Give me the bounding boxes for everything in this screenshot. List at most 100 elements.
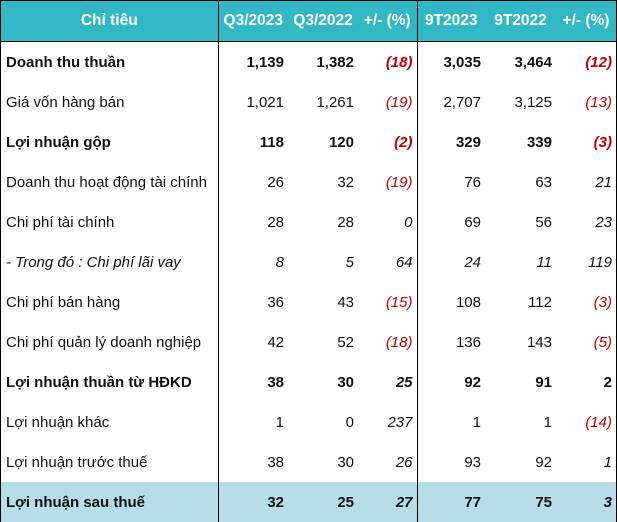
cell-9t-2023: 92 <box>464 373 481 391</box>
cell-q3-change: (2) <box>358 122 418 162</box>
table-row: - Trong đó : Chi phí lãi vay 8 5 64 24 11 119 <box>1 242 616 282</box>
cell-9t-2023: 136 <box>455 333 481 351</box>
cell-q3-2023: 38 <box>267 453 284 471</box>
row-label: Doanh thu thuần <box>1 41 219 82</box>
cell-9t-2023: 2,707 <box>443 93 481 111</box>
cell-q3-2022: 32 <box>337 173 354 191</box>
header-indicator: Chỉ tiêu <box>1 1 219 42</box>
cell-q3-2023: 36 <box>267 293 284 311</box>
cell-q3-2023: 38 <box>267 373 284 391</box>
cell-9t-change: (12) <box>585 53 612 71</box>
header-row: Chỉ tiêu Q3/2023 Q3/2022 +/- (%) 9T2023 … <box>1 1 616 42</box>
cell-q3-change: 237 <box>358 402 418 442</box>
cell-9t-2022: 63 <box>535 173 552 191</box>
cell-q3-change: (19) <box>358 162 418 202</box>
cell-9t-2022: 91 <box>535 373 552 391</box>
cell-q3-2022: 30 <box>337 373 354 391</box>
cell-9t-2022: 3,464 <box>514 53 552 71</box>
cell-9t-2022: 339 <box>526 133 552 151</box>
row-label: Lợi nhuận thuần từ HĐKD <box>1 362 219 402</box>
cell-q3-change: 26 <box>358 442 418 482</box>
cell-q3-2022: 0 <box>345 413 354 431</box>
cell-9t-2023: 77 <box>417 482 485 522</box>
cell-q3-2022: 28 <box>337 213 354 231</box>
cell-q3-change: (18) <box>358 322 418 362</box>
cell-9t-change: 23 <box>595 213 612 231</box>
cell-9t-2022: 143 <box>526 333 552 351</box>
cell-9t-change: 2 <box>603 373 612 391</box>
cell-9t-2022: 3,125 <box>514 93 552 111</box>
cell-q3-change: 0 <box>358 202 418 242</box>
cell-9t-change: 119 <box>588 253 612 271</box>
cell-q3-change: 27 <box>358 482 418 522</box>
row-label: Chi phí tài chính <box>1 202 219 242</box>
row-label: Doanh thu hoạt động tài chính <box>1 162 219 202</box>
cell-9t-2023: 93 <box>464 453 481 471</box>
cell-q3-2022: 5 <box>345 253 354 271</box>
row-label: Lợi nhuận gộp <box>1 122 219 162</box>
cell-q3-change: (19) <box>358 82 418 122</box>
cell-9t-2023: 329 <box>455 133 481 151</box>
cell-q3-2023: 26 <box>267 173 284 191</box>
cell-9t-2022: 1 <box>543 413 552 431</box>
cell-q3-2023: 42 <box>267 333 284 351</box>
header-9t-change: +/- (%) <box>556 1 616 42</box>
header-9t-2022: 9T2022 <box>485 1 556 42</box>
cell-q3-2023: 1 <box>275 413 284 431</box>
row-label: Lợi nhuận trước thuế <box>1 442 219 482</box>
table-row: Chi phí tài chính 28 28 0 69 56 23 <box>1 202 616 242</box>
cell-q3-2022: 1,382 <box>316 53 354 71</box>
table-row: Doanh thu thuần 1,139 1,382 (18) 3,035 3,464 (… <box>1 41 616 82</box>
cell-q3-change: 25 <box>358 362 418 402</box>
cell-9t-2022: 56 <box>535 213 552 231</box>
cell-q3-2023: 28 <box>267 213 284 231</box>
table-row: Lợi nhuận trước thuế 38 30 26 93 92 1 <box>1 442 616 482</box>
table-row: Doanh thu hoạt động tài chính 26 32 (19) 76 6… <box>1 162 616 202</box>
cell-q3-2023: 8 <box>275 253 284 271</box>
cell-9t-change: 3 <box>556 482 616 522</box>
cell-9t-2023: 3,035 <box>443 53 481 71</box>
cell-9t-change: (14) <box>585 413 612 431</box>
cell-9t-2023: 76 <box>464 173 481 191</box>
table-row: Giá vốn hàng bán 1,021 1,261 (19) 2,707 3,125… <box>1 82 616 122</box>
cell-q3-2022: 43 <box>337 293 354 311</box>
cell-q3-2023: 1,021 <box>246 93 284 111</box>
cell-q3-change: 64 <box>358 242 418 282</box>
cell-9t-change: (3) <box>593 133 612 151</box>
row-label: - Trong đó : Chi phí lãi vay <box>1 242 219 282</box>
cell-9t-2023: 69 <box>464 213 481 231</box>
table-row: Lợi nhuận khác 1 0 237 1 1 (14) <box>1 402 616 442</box>
cell-9t-2023: 24 <box>464 253 481 271</box>
table-row: Lợi nhuận sau thuế 32 25 27 77 75 3 <box>1 482 616 522</box>
cell-q3-2023: 32 <box>218 482 288 522</box>
cell-q3-change: (18) <box>358 41 418 82</box>
header-q3-2022: Q3/2022 <box>288 1 358 42</box>
cell-9t-2022: 112 <box>528 293 552 311</box>
cell-q3-2022: 52 <box>337 333 354 351</box>
table-row: Chi phí bán hàng 36 43 (15) 108 112 (3) <box>1 282 616 322</box>
row-label: Lợi nhuận sau thuế <box>1 482 219 522</box>
cell-q3-2022: 25 <box>288 482 358 522</box>
header-q3-2023: Q3/2023 <box>218 1 288 42</box>
header-q3-change: +/- (%) <box>358 1 418 42</box>
table-row: Lợi nhuận gộp 118 120 (2) 329 339 (3) <box>1 122 616 162</box>
cell-q3-2022: 1,261 <box>316 93 354 111</box>
cell-q3-2022: 30 <box>337 453 354 471</box>
cell-q3-2022: 120 <box>328 133 354 151</box>
cell-9t-change: 21 <box>595 173 612 191</box>
cell-9t-change: 1 <box>603 453 612 471</box>
table-row: Lợi nhuận thuần từ HĐKD 38 30 25 92 91 2 <box>1 362 616 402</box>
row-label: Lợi nhuận khác <box>1 402 219 442</box>
row-label: Chi phí bán hàng <box>1 282 219 322</box>
cell-9t-2022: 75 <box>485 482 556 522</box>
cell-q3-change: (15) <box>358 282 418 322</box>
cell-9t-2023: 108 <box>455 293 481 311</box>
cell-9t-2022: 11 <box>536 253 552 271</box>
cell-9t-2022: 92 <box>535 453 552 471</box>
table-row: Chi phí quản lý doanh nghiệp 42 52 (18) 136 1… <box>1 322 616 362</box>
row-label: Chi phí quản lý doanh nghiệp <box>1 322 219 362</box>
row-label: Giá vốn hàng bán <box>1 82 219 122</box>
cell-9t-2023: 1 <box>472 413 481 431</box>
cell-9t-change: (5) <box>593 333 612 351</box>
